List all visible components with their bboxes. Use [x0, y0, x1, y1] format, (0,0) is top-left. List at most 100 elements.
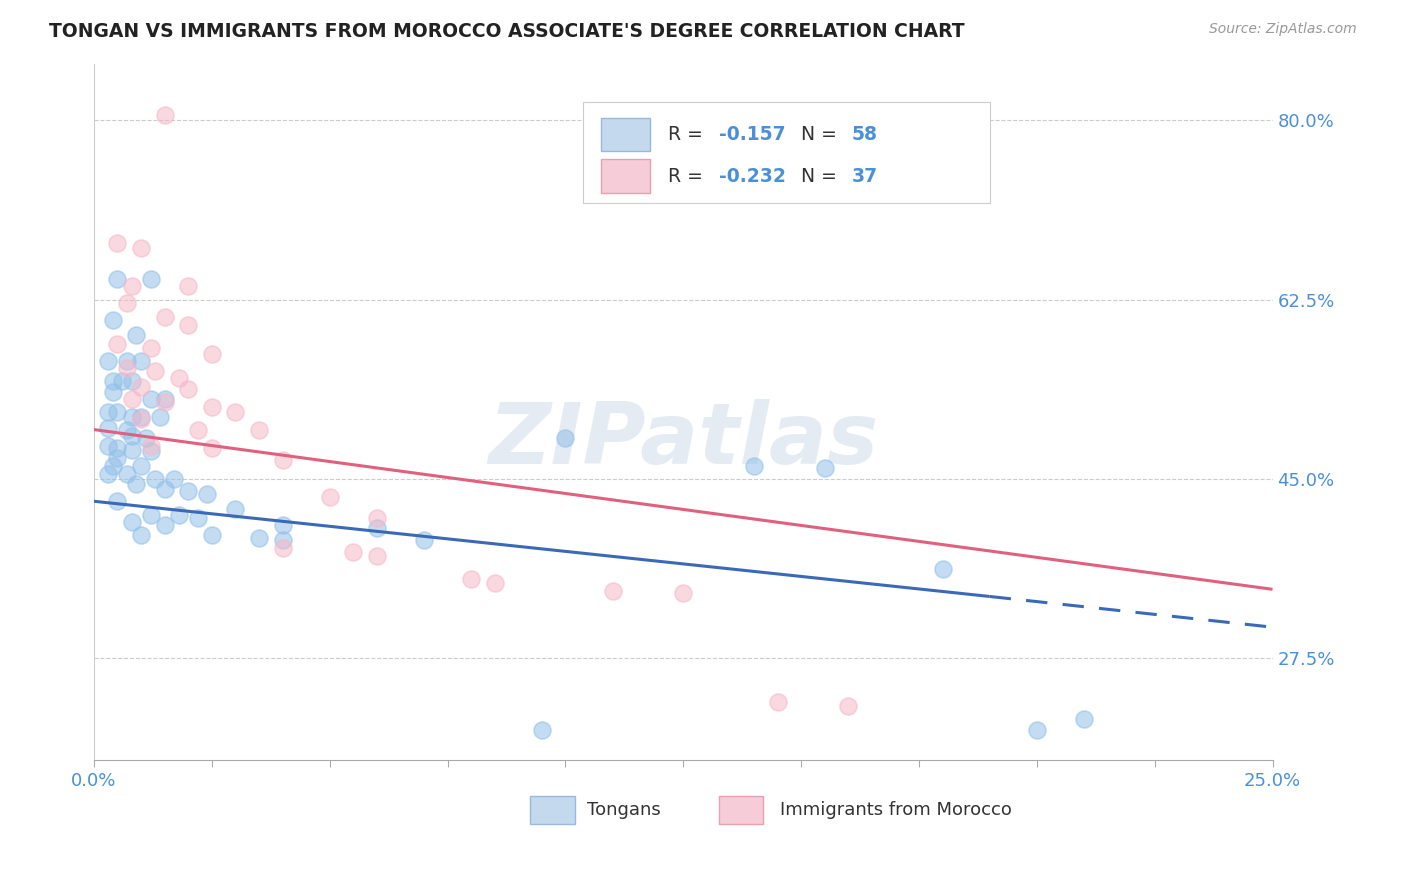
Point	[177, 279, 200, 293]
Point	[195, 487, 218, 501]
Point	[121, 375, 143, 389]
Point	[143, 472, 166, 486]
Point	[101, 375, 124, 389]
Text: 37: 37	[852, 167, 877, 186]
Point	[121, 515, 143, 529]
Point	[163, 472, 186, 486]
Point	[121, 443, 143, 458]
Point	[111, 375, 134, 389]
Point	[271, 533, 294, 548]
FancyBboxPatch shape	[530, 797, 575, 824]
Point	[125, 328, 148, 343]
Point	[1025, 723, 1047, 737]
FancyBboxPatch shape	[600, 118, 650, 151]
Point	[129, 410, 152, 425]
Point	[1073, 712, 1095, 726]
Point	[413, 533, 436, 548]
Text: -0.157: -0.157	[718, 125, 785, 144]
Point	[129, 379, 152, 393]
FancyBboxPatch shape	[600, 160, 650, 193]
Point	[931, 562, 953, 576]
FancyBboxPatch shape	[718, 797, 763, 824]
Point	[101, 313, 124, 327]
Point	[153, 482, 176, 496]
Point	[139, 439, 162, 453]
Point	[101, 459, 124, 474]
Text: -0.232: -0.232	[718, 167, 786, 186]
Point	[139, 508, 162, 522]
Point	[177, 483, 200, 498]
Point	[460, 572, 482, 586]
Point	[201, 347, 224, 361]
Point	[247, 423, 270, 437]
Text: TONGAN VS IMMIGRANTS FROM MOROCCO ASSOCIATE'S DEGREE CORRELATION CHART: TONGAN VS IMMIGRANTS FROM MOROCCO ASSOCI…	[49, 22, 965, 41]
Text: Immigrants from Morocco: Immigrants from Morocco	[780, 801, 1012, 820]
Point	[672, 586, 695, 600]
Point	[97, 439, 120, 453]
Point	[97, 354, 120, 368]
Point	[201, 441, 224, 455]
Point	[224, 405, 246, 419]
Point	[153, 395, 176, 409]
Text: R =: R =	[668, 167, 709, 186]
Point	[107, 441, 129, 455]
Point	[177, 318, 200, 333]
Point	[530, 723, 553, 737]
Point	[766, 695, 789, 709]
Text: R =: R =	[668, 125, 709, 144]
Point	[115, 295, 138, 310]
Point	[153, 517, 176, 532]
Text: N =: N =	[801, 167, 844, 186]
Point	[187, 510, 209, 524]
Point	[115, 361, 138, 376]
Point	[177, 382, 200, 396]
Point	[107, 451, 129, 466]
Point	[115, 467, 138, 481]
Point	[554, 431, 576, 445]
FancyBboxPatch shape	[583, 103, 990, 203]
Point	[366, 521, 388, 535]
Point	[224, 502, 246, 516]
Text: ZIPatlas: ZIPatlas	[488, 399, 879, 482]
Point	[318, 490, 340, 504]
Point	[271, 453, 294, 467]
Point	[97, 420, 120, 434]
Point	[107, 494, 129, 508]
Point	[139, 341, 162, 355]
Point	[129, 459, 152, 474]
Point	[201, 400, 224, 414]
Text: Source: ZipAtlas.com: Source: ZipAtlas.com	[1209, 22, 1357, 37]
Point	[143, 364, 166, 378]
Point	[201, 528, 224, 542]
Point	[271, 517, 294, 532]
Point	[121, 410, 143, 425]
Point	[742, 459, 765, 474]
Point	[187, 423, 209, 437]
Point	[814, 461, 837, 475]
Point	[115, 423, 138, 437]
Point	[107, 405, 129, 419]
Point	[107, 336, 129, 351]
Point	[167, 508, 190, 522]
Point	[129, 241, 152, 255]
Text: 58: 58	[852, 125, 877, 144]
Point	[115, 354, 138, 368]
Point	[139, 444, 162, 458]
Point	[271, 541, 294, 556]
Point	[107, 272, 129, 286]
Point	[139, 392, 162, 406]
Point	[167, 371, 190, 385]
Point	[135, 431, 157, 445]
Point	[101, 384, 124, 399]
Point	[97, 405, 120, 419]
Point	[153, 392, 176, 406]
Point	[121, 392, 143, 406]
Point	[153, 310, 176, 324]
Point	[602, 584, 624, 599]
Point	[129, 354, 152, 368]
Point	[247, 531, 270, 545]
Point	[107, 236, 129, 251]
Point	[121, 279, 143, 293]
Point	[139, 272, 162, 286]
Point	[484, 576, 506, 591]
